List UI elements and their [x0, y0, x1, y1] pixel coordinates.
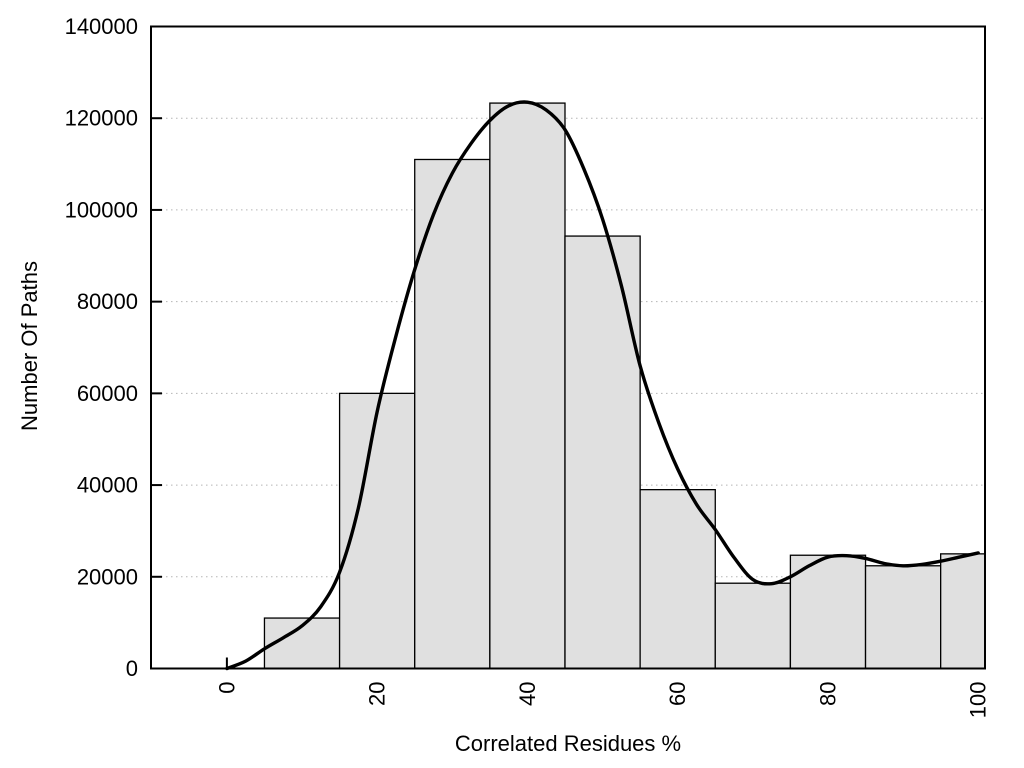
plot-border: [150, 25, 986, 670]
histogram-bar: [489, 102, 566, 670]
x-tick-label: 100: [966, 682, 991, 719]
y-tick-label: 140000: [65, 14, 138, 39]
histogram-bar: [940, 553, 986, 670]
y-tick-label: 40000: [77, 473, 138, 498]
density-curve: [225, 100, 980, 671]
y-tick-label: 120000: [65, 106, 138, 131]
y-tick-label: 0: [126, 656, 138, 681]
y-axis-title: Number Of Paths: [17, 261, 42, 431]
y-tick-label: 60000: [77, 381, 138, 406]
histogram-bar: [714, 582, 792, 670]
y-tick-label: 100000: [65, 197, 138, 222]
y-tick-label: 20000: [77, 564, 138, 589]
histogram-bar: [338, 392, 416, 670]
histogram-bar: [789, 554, 867, 670]
x-axis-title: Correlated Residues %: [454, 731, 682, 756]
histogram-bar: [564, 235, 641, 670]
x-tick-label: 60: [665, 682, 690, 706]
histogram-bar: [864, 565, 942, 670]
y-tick-label: 80000: [77, 289, 138, 314]
x-tick-label: 20: [365, 682, 390, 706]
x-tick-label: 40: [515, 682, 540, 706]
x-tick-label: 80: [815, 682, 840, 706]
x-tick-label: 0: [214, 682, 239, 694]
